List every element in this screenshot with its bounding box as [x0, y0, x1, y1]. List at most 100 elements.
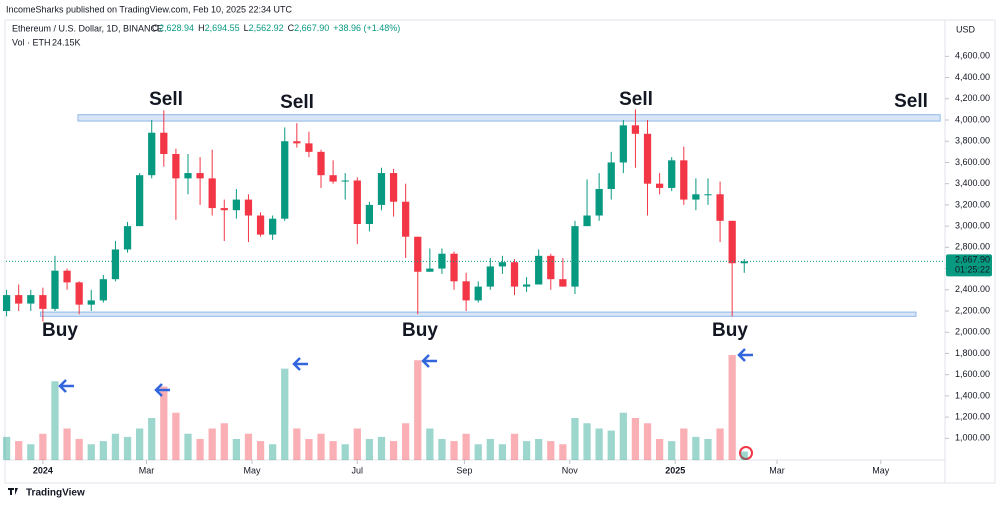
volume-bar [244, 433, 253, 460]
volume-bar [547, 441, 555, 460]
candle-body [522, 284, 531, 287]
candle-body [63, 270, 71, 283]
volume-bar [668, 441, 676, 460]
candle-body [426, 268, 434, 272]
y-tick-label: 1,400.00 [955, 390, 990, 400]
volume-bar [99, 441, 107, 460]
y-tick-label: 2,800.00 [955, 242, 990, 252]
volume-bar [607, 430, 615, 460]
candle-body [643, 133, 652, 184]
y-tick-label: 4,400.00 [955, 72, 990, 82]
candle-body [559, 279, 567, 287]
arrow [421, 354, 437, 368]
volume-bar [498, 444, 507, 460]
candle-body [293, 141, 301, 144]
candle-body [692, 194, 700, 200]
annotation: Buy [712, 320, 748, 341]
volume-bar [135, 428, 144, 460]
candle-body [256, 215, 265, 235]
volume-bar [583, 423, 591, 460]
volume-bar [317, 433, 325, 460]
candle-body [583, 215, 591, 227]
volume-bar [220, 423, 228, 460]
volume-bar [595, 428, 603, 460]
volume-bar [643, 423, 652, 460]
candle-body [51, 270, 59, 309]
volume-bar [559, 444, 567, 460]
volume-bar [305, 439, 313, 460]
volume-bar [172, 412, 180, 460]
volume-bar [341, 444, 349, 460]
candle-body [329, 175, 337, 182]
candle-body [232, 199, 240, 211]
candle-body [87, 300, 95, 305]
change-value: +38.96 (+1.48%) [333, 23, 400, 33]
x-tick-label: May [243, 465, 261, 475]
candle-body [39, 295, 47, 309]
y-tick-label: 2,400.00 [955, 284, 990, 294]
event-badge[interactable] [739, 446, 753, 460]
annotation: Sell [280, 92, 314, 113]
change: O2,628.94 H2,694.55 L2,562.92 C2,667.90 +38.… [152, 23, 400, 33]
volume-bar [196, 439, 204, 460]
volume-bar [474, 444, 482, 460]
candle-body [111, 249, 120, 280]
candle-body [244, 199, 253, 216]
volume-bar [15, 441, 23, 460]
y-tick-label: 3,800.00 [955, 136, 990, 146]
candle-body [135, 175, 144, 227]
arrow [58, 379, 74, 393]
candle-body [160, 132, 168, 154]
chart-frame [4, 19, 996, 484]
candle-body [740, 261, 748, 264]
candle-body [668, 160, 676, 188]
volume-bar [353, 428, 361, 460]
candle-body [220, 208, 228, 211]
volume-bar [365, 439, 374, 460]
candle-body [462, 281, 470, 301]
volume-key: Vol · ETH [12, 37, 51, 47]
x-tick-label: Nov [562, 465, 579, 475]
candle-body [317, 151, 325, 176]
x-tick-label: 2025 [665, 465, 685, 475]
candle-body [269, 218, 277, 235]
volume-bar [438, 439, 446, 460]
candle-body [535, 255, 543, 285]
volume-bar [39, 433, 47, 460]
volume-bar [232, 439, 240, 460]
volume-bar [486, 439, 494, 460]
candle-body [474, 286, 482, 301]
candle-body [716, 194, 724, 221]
volume-bar [63, 428, 71, 460]
volume-bar [704, 439, 712, 460]
candle-body [607, 162, 615, 189]
zone [77, 114, 941, 122]
ohlc-value: 2,667.90 [294, 23, 329, 33]
volume-bar [462, 433, 470, 460]
y-tick-label: 4,000.00 [955, 114, 990, 124]
y-tick-label: 1,000.00 [955, 433, 990, 443]
candle-body [402, 201, 410, 237]
last-price-box [946, 254, 992, 277]
candle-body [281, 141, 289, 219]
y-tick-label: 1,800.00 [955, 348, 990, 358]
candle-body [148, 132, 156, 176]
volume-bar [148, 418, 156, 460]
candle-body [196, 173, 204, 179]
volume-bar [329, 441, 337, 460]
volume-bar [402, 423, 410, 460]
candle-body [341, 180, 349, 182]
candle-body [75, 282, 83, 305]
volume-bar [655, 439, 664, 460]
volume-bar [269, 444, 277, 460]
brand-logo [8, 488, 18, 495]
candle-body [99, 279, 107, 301]
annotation: Sell [894, 91, 928, 112]
volume-bar [426, 428, 434, 460]
candle-body [486, 266, 494, 287]
arrow [292, 357, 308, 371]
volume-bar [716, 428, 724, 460]
candle-body [571, 226, 579, 287]
y-tick-label: 4,200.00 [955, 93, 990, 103]
